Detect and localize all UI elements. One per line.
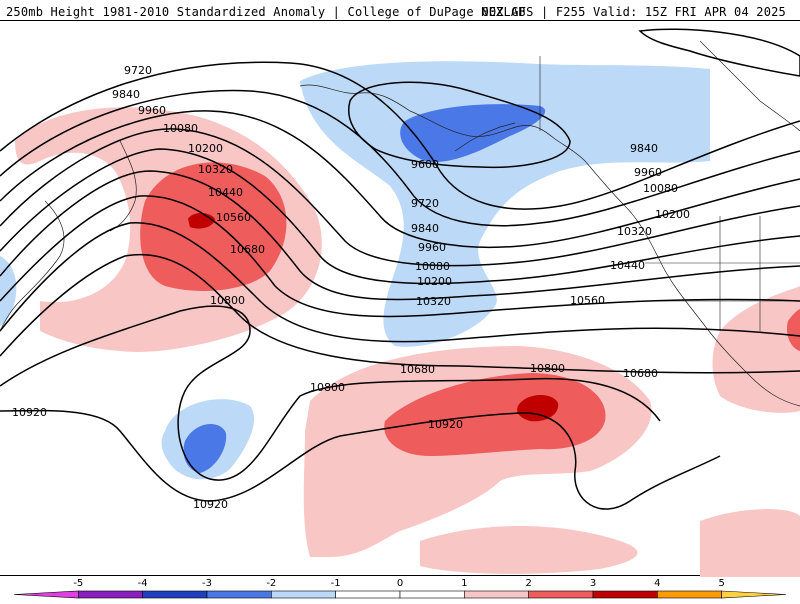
contour-label: 10680 bbox=[623, 367, 658, 380]
positive-anomaly-area bbox=[420, 526, 637, 574]
contour-label: 9600 bbox=[411, 158, 439, 171]
contour-label: 10200 bbox=[188, 142, 223, 155]
contour-label: 10680 bbox=[400, 363, 435, 376]
colorbar-swatch bbox=[78, 591, 142, 598]
contour-label: 9720 bbox=[411, 197, 439, 210]
map-panel: 9720 9840 9960 10080 10200 10320 10440 1… bbox=[0, 20, 800, 576]
contour-label: 10800 bbox=[310, 381, 345, 394]
colorbar-swatch bbox=[207, 591, 271, 598]
colorbar-tick-label: 0 bbox=[397, 578, 403, 589]
contour-label: 10200 bbox=[655, 208, 690, 221]
colorbar-tick-label: 4 bbox=[654, 578, 660, 589]
contour-label: 10320 bbox=[617, 225, 652, 238]
contour-label: 10800 bbox=[530, 362, 565, 375]
colorbar-swatch bbox=[143, 591, 207, 598]
colorbar-tick-label: -4 bbox=[138, 578, 148, 589]
contour-label: 10080 bbox=[643, 182, 678, 195]
contour-label: 9960 bbox=[138, 104, 166, 117]
contour-label: 9960 bbox=[418, 241, 446, 254]
colorbar-tick-label: 2 bbox=[525, 578, 531, 589]
colorbar-tick-label: -2 bbox=[266, 578, 276, 589]
map-title: 250mb Height 1981-2010 Standardized Anom… bbox=[6, 5, 526, 19]
colorbar-tick-label: 5 bbox=[718, 578, 724, 589]
contour-label: 10440 bbox=[610, 259, 645, 272]
anomaly-colorbar: -5 -4 -3 -2 -1 0 1 2 3 4 5 bbox=[0, 577, 800, 600]
contour-label: 10560 bbox=[216, 211, 251, 224]
contour-label: 10920 bbox=[193, 498, 228, 511]
colorbar-tick-labels: -5 -4 -3 -2 -1 0 1 2 3 4 5 bbox=[73, 578, 725, 589]
contour-label: 9720 bbox=[124, 64, 152, 77]
contour-label: 9840 bbox=[411, 222, 439, 235]
colorbar-swatch bbox=[464, 591, 528, 598]
colorbar-swatch bbox=[529, 591, 593, 598]
contour-label: 10080 bbox=[163, 122, 198, 135]
contour-label: 9840 bbox=[112, 88, 140, 101]
contour-label: 10920 bbox=[12, 406, 47, 419]
contour-label: 10320 bbox=[416, 295, 451, 308]
colorbar-swatch bbox=[400, 591, 464, 598]
contour-label: 10800 bbox=[210, 294, 245, 307]
contour-label: 10080 bbox=[415, 260, 450, 273]
header-bar: 250mb Height 1981-2010 Standardized Anom… bbox=[0, 0, 800, 22]
model-run-info: 00Z GFS | F255 Valid: 15Z FRI APR 04 202… bbox=[482, 5, 786, 19]
anomaly-shading bbox=[0, 61, 800, 577]
colorbar-tick-label: -5 bbox=[73, 578, 83, 589]
contour-label: 9960 bbox=[634, 166, 662, 179]
colorbar-swatch bbox=[14, 591, 78, 598]
map-svg: 9720 9840 9960 10080 10200 10320 10440 1… bbox=[0, 21, 800, 577]
contour-label: 10320 bbox=[198, 163, 233, 176]
colorbar-tick-label: -1 bbox=[331, 578, 341, 589]
colorbar-tick-label: -3 bbox=[202, 578, 212, 589]
negative-anomaly-area bbox=[300, 61, 710, 346]
colorbar-swatch bbox=[336, 591, 400, 598]
colorbar-tick-label: 3 bbox=[590, 578, 596, 589]
contour-label: 10920 bbox=[428, 418, 463, 431]
contour-label: 10560 bbox=[570, 294, 605, 307]
contour-label: 10440 bbox=[208, 186, 243, 199]
contour-label: 10680 bbox=[230, 243, 265, 256]
contour-label: 9840 bbox=[630, 142, 658, 155]
colorbar-swatches bbox=[14, 591, 786, 598]
colorbar-swatch bbox=[271, 591, 335, 598]
colorbar-swatch bbox=[657, 591, 721, 598]
contour-label: 10200 bbox=[417, 275, 452, 288]
positive-anomaly-area bbox=[713, 286, 800, 413]
colorbar-tick-label: 1 bbox=[461, 578, 467, 589]
colorbar-swatch bbox=[593, 591, 657, 598]
positive-anomaly-area bbox=[700, 509, 800, 577]
colorbar-swatch bbox=[722, 591, 786, 598]
